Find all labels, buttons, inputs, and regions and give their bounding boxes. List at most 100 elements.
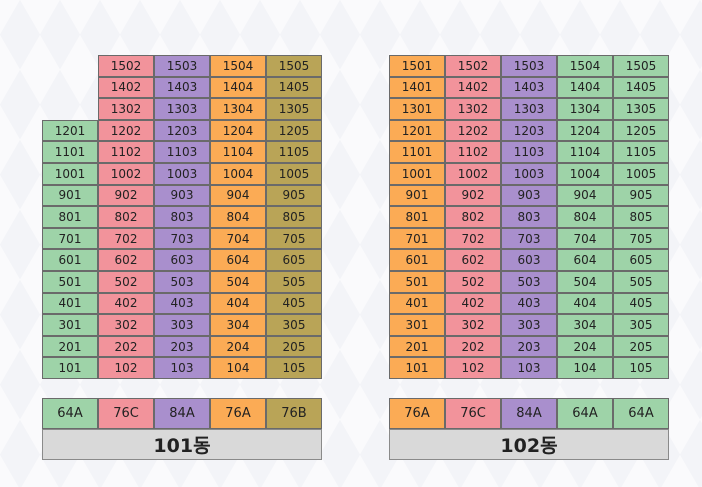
unit-cell: 101 bbox=[389, 357, 445, 379]
unit-cell: 401 bbox=[389, 292, 445, 315]
unit-cell: 1502 bbox=[445, 55, 501, 77]
unit-cell: 603 bbox=[154, 249, 210, 271]
unit-cell: 1305 bbox=[266, 98, 322, 120]
unit-cell: 1504 bbox=[557, 55, 613, 77]
unit-cell: 903 bbox=[154, 184, 210, 207]
unit-cell: 704 bbox=[557, 227, 613, 250]
unit-cell: 703 bbox=[154, 227, 210, 250]
unit-cell: 1204 bbox=[210, 119, 266, 142]
unit-cell: 701 bbox=[389, 227, 445, 250]
unit-cell: 903 bbox=[501, 184, 557, 207]
unit-cell: 1205 bbox=[613, 119, 669, 142]
unit-type-cell: 64A bbox=[613, 398, 669, 429]
unit-cell: 1305 bbox=[613, 98, 669, 120]
unit-cell: 1105 bbox=[266, 141, 322, 163]
unit-type-cell: 64A bbox=[42, 398, 98, 429]
unit-cell: 1203 bbox=[501, 119, 557, 142]
unit-cell: 503 bbox=[501, 271, 557, 293]
unit-cell: 601 bbox=[389, 249, 445, 271]
unit-cell: 1403 bbox=[154, 76, 210, 99]
unit-cell: 505 bbox=[613, 271, 669, 293]
unit-cell: 301 bbox=[389, 314, 445, 336]
unit-cell: 501 bbox=[42, 271, 98, 293]
unit-cell: 402 bbox=[445, 292, 501, 315]
unit-cell: 503 bbox=[154, 271, 210, 293]
unit-cell: 1103 bbox=[501, 141, 557, 163]
unit-cell: 1405 bbox=[613, 76, 669, 99]
unit-cell: 501 bbox=[389, 271, 445, 293]
unit-cell: 202 bbox=[98, 335, 154, 358]
unit-cell: 905 bbox=[266, 184, 322, 207]
unit-cell: 1104 bbox=[210, 141, 266, 163]
unit-cell: 803 bbox=[501, 206, 557, 228]
unit-cell: 401 bbox=[42, 292, 98, 315]
unit-cell: 102 bbox=[445, 357, 501, 379]
unit-cell: 1404 bbox=[210, 76, 266, 99]
unit-cell: 802 bbox=[98, 206, 154, 228]
unit-cell: 105 bbox=[613, 357, 669, 379]
unit-cell: 804 bbox=[557, 206, 613, 228]
unit-cell: 1104 bbox=[557, 141, 613, 163]
unit-cell: 305 bbox=[266, 314, 322, 336]
unit-cell: 1402 bbox=[445, 76, 501, 99]
unit-cell: 201 bbox=[42, 335, 98, 358]
unit-cell: 403 bbox=[501, 292, 557, 315]
unit-cell: 1505 bbox=[266, 55, 322, 77]
unit-type-cell: 84A bbox=[501, 398, 557, 429]
unit-cell: 702 bbox=[445, 227, 501, 250]
unit-cell: 205 bbox=[266, 335, 322, 358]
unit-cell: 602 bbox=[98, 249, 154, 271]
unit-cell: 1101 bbox=[389, 141, 445, 163]
unit-cell: 102 bbox=[98, 357, 154, 379]
unit-cell: 103 bbox=[501, 357, 557, 379]
unit-cell: 905 bbox=[613, 184, 669, 207]
unit-cell: 1202 bbox=[98, 119, 154, 142]
unit-cell: 603 bbox=[501, 249, 557, 271]
unit-cell: 701 bbox=[42, 227, 98, 250]
unit-cell: 1401 bbox=[389, 76, 445, 99]
unit-cell: 402 bbox=[98, 292, 154, 315]
unit-cell: 1205 bbox=[266, 119, 322, 142]
unit-cell: 1403 bbox=[501, 76, 557, 99]
unit-cell: 1503 bbox=[501, 55, 557, 77]
building-label: 101동 bbox=[42, 429, 322, 460]
unit-cell: 1201 bbox=[42, 119, 98, 142]
unit-cell: 902 bbox=[98, 184, 154, 207]
unit-cell: 1504 bbox=[210, 55, 266, 77]
unit-cell: 1304 bbox=[557, 98, 613, 120]
unit-cell: 604 bbox=[210, 249, 266, 271]
unit-cell: 204 bbox=[557, 335, 613, 358]
unit-cell: 304 bbox=[210, 314, 266, 336]
unit-cell: 904 bbox=[557, 184, 613, 207]
unit-cell: 1503 bbox=[154, 55, 210, 77]
unit-cell: 1102 bbox=[445, 141, 501, 163]
unit-cell: 801 bbox=[42, 206, 98, 228]
unit-cell: 1302 bbox=[445, 98, 501, 120]
unit-cell: 104 bbox=[557, 357, 613, 379]
unit-cell: 502 bbox=[98, 271, 154, 293]
unit-cell: 1003 bbox=[154, 163, 210, 185]
unit-cell: 901 bbox=[389, 184, 445, 207]
unit-cell: 1002 bbox=[98, 163, 154, 185]
unit-cell: 705 bbox=[613, 227, 669, 250]
unit-cell: 803 bbox=[154, 206, 210, 228]
unit-cell: 1202 bbox=[445, 119, 501, 142]
unit-type-cell: 84A bbox=[154, 398, 210, 429]
unit-type-cell: 76C bbox=[445, 398, 501, 429]
unit-cell: 403 bbox=[154, 292, 210, 315]
unit-cell: 801 bbox=[389, 206, 445, 228]
unit-cell: 804 bbox=[210, 206, 266, 228]
unit-cell: 702 bbox=[98, 227, 154, 250]
unit-cell: 103 bbox=[154, 357, 210, 379]
unit-cell: 1204 bbox=[557, 119, 613, 142]
unit-cell: 1005 bbox=[613, 163, 669, 185]
unit-cell: 505 bbox=[266, 271, 322, 293]
unit-cell: 1302 bbox=[98, 98, 154, 120]
unit-cell: 601 bbox=[42, 249, 98, 271]
unit-cell: 202 bbox=[445, 335, 501, 358]
unit-cell: 1001 bbox=[389, 163, 445, 185]
unit-cell: 405 bbox=[613, 292, 669, 315]
unit-cell: 1004 bbox=[210, 163, 266, 185]
unit-cell: 1303 bbox=[501, 98, 557, 120]
unit-cell: 1103 bbox=[154, 141, 210, 163]
